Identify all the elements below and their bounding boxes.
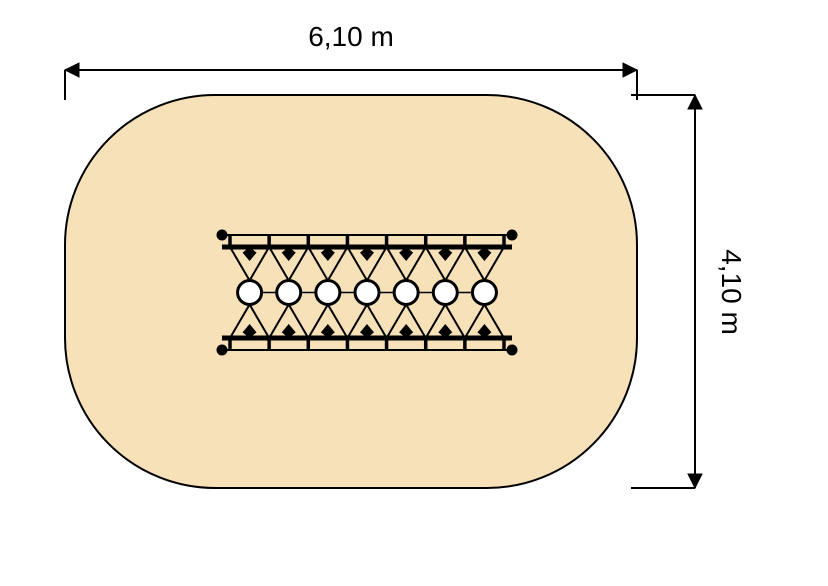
stadium-shape <box>65 95 637 488</box>
dimension-height-label: 4,10 m <box>716 249 747 335</box>
plan-diagram: 6,10 m 4,10 m <box>0 0 828 586</box>
dimension-height <box>631 95 702 488</box>
central-structure <box>217 230 518 356</box>
dimension-width-label: 6,10 m <box>308 21 394 52</box>
